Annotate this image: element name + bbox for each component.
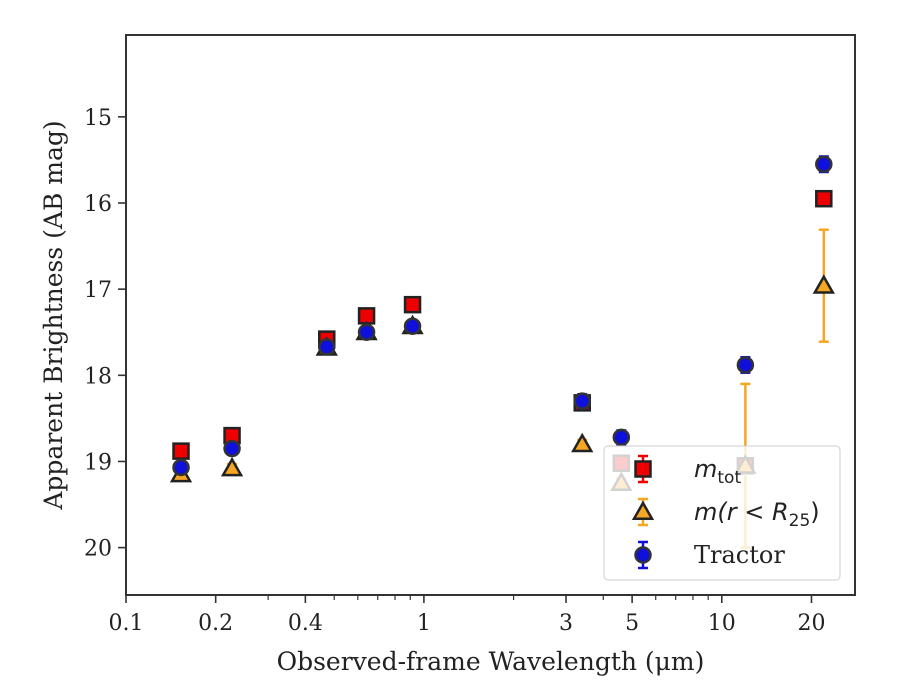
y-axis-label: Apparent Brightness (AB mag): [39, 120, 68, 510]
marker-circle: [736, 356, 755, 374]
x-tick-label: 0.2: [198, 611, 233, 636]
x-tick-label: 5: [625, 611, 639, 636]
series-circle: [172, 155, 833, 477]
marker-circle: [357, 323, 376, 341]
y-tick-label: 17: [84, 278, 112, 303]
marker-triangle: [571, 432, 594, 453]
y-tick-label: 16: [84, 192, 112, 217]
marker-circle: [815, 155, 833, 173]
data-layer: [169, 155, 835, 549]
x-axis-label: Observed-frame Wavelength (μm): [277, 647, 705, 676]
axis-ticks: 0.1 0.2 0.4 1 3 5 10 20 15 16 17 18 19 20: [84, 106, 825, 636]
y-tick-label: 19: [84, 450, 112, 475]
x-tick-label: 20: [797, 611, 825, 636]
marker-circle: [612, 428, 631, 447]
x-tick-label: 10: [708, 611, 736, 636]
legend-label: Tractor: [694, 541, 785, 569]
legend-box: [603, 445, 841, 581]
marker-square: [172, 442, 190, 460]
series-square: [172, 189, 833, 475]
y-tick-label: 18: [84, 364, 112, 389]
marker-circle: [634, 546, 652, 564]
x-tick-label: 0.4: [288, 611, 323, 636]
x-tick-label: 0.1: [109, 611, 144, 636]
plot-area: [125, 34, 856, 596]
legend: mtot m(r < R25) Tractor: [603, 445, 841, 581]
marker-circle: [172, 458, 190, 477]
marker-circle: [318, 338, 336, 356]
marker-triangle: [220, 456, 244, 477]
marker-triangle: [631, 500, 655, 520]
marker-square: [634, 460, 652, 478]
legend-label: m(r < R25): [694, 498, 820, 531]
marker-triangle: [812, 274, 835, 294]
marker-square: [403, 295, 422, 314]
marker-circle: [573, 392, 591, 410]
legend-entry: m(r < R25): [631, 497, 820, 531]
legend-label: mtot: [694, 455, 741, 488]
x-tick-label: 1: [417, 611, 431, 636]
x-tick-label: 3: [559, 611, 573, 636]
legend-entry: Tractor: [634, 540, 785, 570]
legend-entry: mtot: [634, 454, 741, 488]
y-tick-label: 15: [84, 106, 112, 131]
marker-circle: [223, 439, 241, 458]
y-tick-label: 20: [84, 537, 112, 562]
marker-circle: [403, 317, 422, 335]
marker-square: [815, 189, 833, 208]
